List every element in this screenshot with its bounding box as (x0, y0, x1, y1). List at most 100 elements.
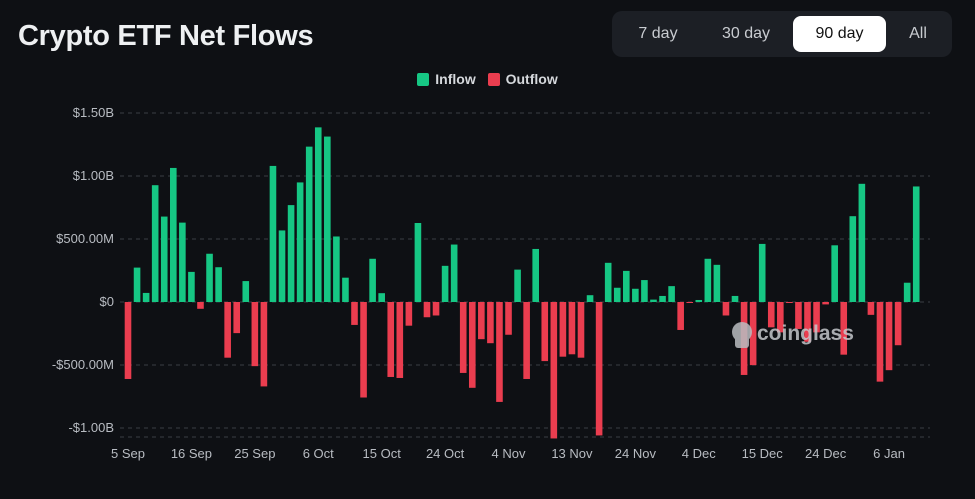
outflow-bar[interactable] (867, 302, 875, 315)
outflow-bar[interactable] (876, 302, 884, 382)
inflow-bar[interactable] (659, 295, 666, 302)
outflow-bar[interactable] (468, 302, 476, 388)
range-option-7-day[interactable]: 7 day (638, 25, 678, 42)
inflow-bar[interactable] (650, 299, 657, 302)
inflow-bar[interactable] (632, 288, 639, 302)
outflow-bar[interactable] (423, 302, 431, 318)
inflow-bar[interactable] (215, 267, 222, 302)
inflow-bar[interactable] (179, 222, 186, 302)
legend-item-outflow[interactable]: Outflow (487, 71, 558, 87)
outflow-bar[interactable] (224, 302, 231, 358)
outflow-bar[interactable] (804, 302, 811, 342)
outflow-bar[interactable] (360, 302, 367, 398)
inflow-bar[interactable] (704, 258, 712, 302)
inflow-bar[interactable] (912, 186, 920, 302)
outflow-bar[interactable] (559, 302, 567, 357)
inflow-bar[interactable] (170, 167, 177, 302)
inflow-bar[interactable] (514, 269, 521, 302)
outflow-bar[interactable] (251, 302, 259, 367)
legend-item-inflow[interactable]: Inflow (417, 71, 476, 87)
inflow-bar[interactable] (324, 136, 331, 302)
inflow-bar[interactable] (206, 253, 213, 302)
outflow-bar[interactable] (233, 302, 241, 334)
outflow-bar[interactable] (577, 302, 585, 358)
outflow-bar[interactable] (885, 302, 893, 371)
inflow-bar[interactable] (369, 258, 376, 302)
outflow-bar[interactable] (677, 302, 684, 330)
inflow-bar[interactable] (532, 248, 539, 302)
legend-label-outflow: Outflow (505, 71, 558, 87)
inflow-bar[interactable] (133, 267, 141, 302)
inflow-bar[interactable] (450, 244, 458, 302)
outflow-bar[interactable] (478, 302, 485, 340)
x-tick-label: 24 Nov (615, 446, 657, 461)
outflow-bar[interactable] (786, 302, 793, 303)
range-option-30-day[interactable]: 30 day (721, 25, 771, 42)
outflow-bar[interactable] (505, 302, 512, 335)
inflow-bar[interactable] (831, 245, 838, 302)
inflow-bar[interactable] (641, 280, 648, 302)
outflow-bar[interactable] (595, 302, 603, 436)
inflow-bar[interactable] (668, 286, 675, 302)
inflow-bar[interactable] (333, 236, 340, 302)
inflow-bar[interactable] (188, 271, 195, 302)
inflow-bar[interactable] (378, 293, 385, 302)
range-option-90-day[interactable]: 90 day (793, 16, 886, 52)
inflow-bar[interactable] (142, 292, 150, 302)
outflow-bar[interactable] (686, 302, 694, 303)
outflow-bar[interactable] (432, 302, 440, 316)
inflow-bar[interactable] (758, 243, 766, 302)
inflow-bar[interactable] (342, 277, 349, 302)
inflow-bar[interactable] (305, 146, 313, 302)
outflow-bar[interactable] (894, 302, 902, 346)
inflow-bar[interactable] (278, 230, 286, 302)
outflow-bar[interactable] (749, 302, 757, 366)
outflow-bar[interactable] (523, 302, 530, 379)
inflow-bar[interactable] (242, 281, 250, 302)
outflow-bar[interactable] (822, 302, 829, 305)
outflow-bar[interactable] (550, 302, 558, 439)
inflow-bar[interactable] (604, 262, 612, 302)
inflow-bar[interactable] (160, 216, 168, 302)
inflow-bar[interactable] (441, 265, 449, 302)
outflow-bar[interactable] (197, 302, 204, 309)
inflow-bar[interactable] (613, 287, 621, 302)
inflow-bar[interactable] (858, 183, 866, 302)
outflow-bar[interactable] (541, 302, 549, 362)
inflow-bar[interactable] (314, 127, 322, 302)
outflow-bar[interactable] (396, 302, 404, 378)
outflow-bar[interactable] (795, 302, 802, 329)
inflow-bar[interactable] (151, 185, 159, 302)
x-tick-label: 15 Dec (742, 446, 784, 461)
inflow-bar[interactable] (623, 270, 630, 302)
inflow-bar[interactable] (287, 205, 295, 302)
x-tick-label: 5 Sep (111, 446, 145, 461)
watermark-text: coinglass (757, 322, 854, 345)
inflow-bar[interactable] (713, 264, 721, 302)
inflow-bar[interactable] (586, 295, 594, 302)
outflow-bar[interactable] (722, 302, 730, 316)
inflow-bar[interactable] (849, 216, 857, 302)
inflow-swatch-icon (417, 72, 430, 86)
inflow-bar[interactable] (296, 182, 304, 302)
outflow-bar[interactable] (568, 302, 576, 355)
outflow-bar[interactable] (459, 302, 467, 373)
inflow-bar[interactable] (695, 299, 703, 302)
outflow-bar[interactable] (124, 302, 132, 379)
outflow-bar[interactable] (767, 302, 775, 328)
y-tick-label: -$1.00B (68, 420, 114, 435)
outflow-bar[interactable] (405, 302, 413, 326)
outflow-bar[interactable] (351, 302, 358, 325)
outflow-bar[interactable] (813, 302, 820, 333)
outflow-bar[interactable] (840, 302, 848, 355)
inflow-bar[interactable] (269, 165, 277, 302)
outflow-bar[interactable] (496, 302, 503, 402)
outflow-bar[interactable] (777, 302, 784, 333)
outflow-bar[interactable] (260, 302, 268, 387)
inflow-bar[interactable] (903, 282, 911, 302)
outflow-bar[interactable] (487, 302, 494, 344)
inflow-bar[interactable] (414, 222, 422, 302)
inflow-bar[interactable] (731, 295, 739, 302)
range-option-all[interactable]: All (909, 25, 927, 42)
outflow-bar[interactable] (387, 302, 395, 377)
